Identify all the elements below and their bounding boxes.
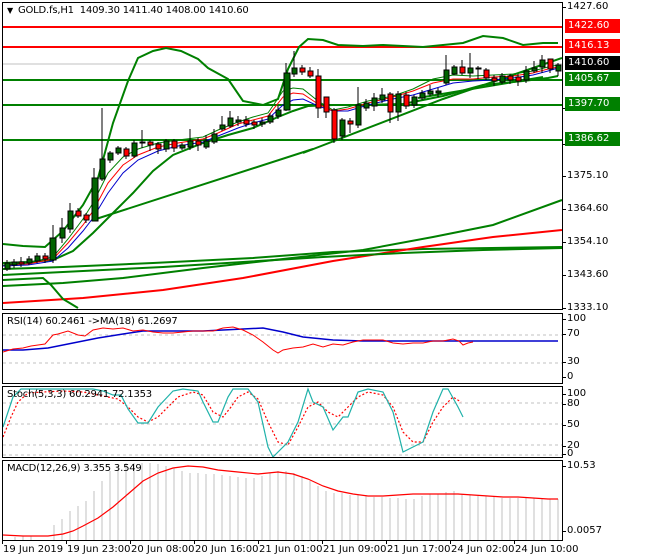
stoch-tick: 50 — [563, 419, 580, 430]
price-axis[interactable]: 1427.60 1396.10 1385.60 1375.10 1364.60 … — [562, 0, 660, 313]
price-tick: 1343.60 — [562, 269, 609, 280]
rsi-tick: 100 — [562, 313, 587, 324]
price-tick: 1354.10 — [562, 236, 609, 247]
support-badge: 1397.70 — [565, 97, 620, 111]
rsi-tick: 30 — [563, 356, 580, 367]
stoch-label: Stoch(5,3,3) 60.2941 72.1353 — [7, 389, 152, 400]
price-tick: 1375.10 — [562, 170, 609, 181]
resistance-badge: 1416.13 — [565, 39, 620, 53]
time-tick: 21 Jun 09:00 — [322, 540, 387, 555]
trendline-short — [417, 76, 544, 99]
price-tick: 1333.10 — [562, 302, 609, 313]
ma-green-thin — [3, 64, 559, 266]
ohlc-values: 1409.30 1411.40 1408.00 1410.60 — [79, 5, 249, 16]
rsi-line — [3, 326, 474, 354]
dropdown-arrow-icon[interactable]: ▼ — [7, 6, 13, 15]
current-price-badge: 1410.60 — [565, 56, 620, 70]
time-tick: 21 Jun 17:00 — [386, 540, 451, 555]
ma-long-green-1 — [3, 246, 562, 270]
candles — [4, 51, 562, 271]
time-tick: 20 Jun 08:00 — [130, 540, 195, 555]
price-chart-pane[interactable]: ▼ GOLD.fs,H1 1409.30 1411.40 1408.00 1410… — [2, 2, 563, 310]
support-badge: 1386.62 — [565, 132, 620, 146]
stochastic-pane[interactable]: Stoch(5,3,3) 60.2941 72.1353 — [2, 386, 563, 458]
time-tick: 20 Jun 16:00 — [194, 540, 259, 555]
ma-blue — [3, 67, 559, 267]
macd-histogram — [14, 463, 559, 540]
symbol-label: GOLD.fs,H1 — [17, 5, 74, 16]
rsi-label: RSI(14) 60.2461 ->MA(18) 61.2697 — [7, 316, 178, 327]
stoch-signal-line — [3, 390, 462, 446]
time-tick: 24 Jun 02:00 — [450, 540, 515, 555]
macd-canvas — [3, 463, 559, 540]
macd-axis: 10.53 0.0057 — [563, 460, 660, 542]
time-tick: 19 Jun 23:00 — [66, 540, 131, 555]
rsi-canvas — [3, 326, 562, 364]
time-tick: 24 Jun 10:00 — [514, 540, 579, 555]
price-tick: 1364.60 — [562, 203, 609, 214]
ma-red — [3, 66, 559, 266]
bollinger-lower — [3, 276, 79, 309]
resistance-badge: 1422.60 — [565, 19, 620, 33]
rsi-tick: 0 — [562, 371, 574, 382]
stoch-tick: 100 — [562, 388, 587, 399]
rsi-axis: 100 70 30 0 — [562, 313, 660, 385]
support-badge: 1405.67 — [565, 72, 620, 86]
macd-tick: 10.53 — [563, 460, 596, 471]
time-tick: 19 Jun 2019 — [1, 540, 64, 555]
stochastic-canvas — [3, 387, 562, 457]
stoch-axis: 100 80 50 20 0 — [562, 386, 660, 459]
stoch-tick: 0 — [562, 448, 574, 459]
time-axis[interactable]: 19 Jun 2019 19 Jun 23:00 20 Jun 08:00 20… — [0, 540, 579, 560]
price-tick: 1427.60 — [562, 1, 609, 12]
stoch-tick: 20 — [563, 440, 580, 451]
stoch-tick: 80 — [563, 398, 580, 409]
ma-long-red — [3, 229, 562, 304]
trendline-ascending — [302, 57, 562, 154]
rsi-ma-line — [3, 327, 558, 351]
macd-label: MACD(12,26,9) 3.355 3.549 — [7, 463, 142, 474]
macd-pane[interactable]: MACD(12,26,9) 3.355 3.549 — [2, 460, 563, 541]
trendline-1 — [95, 148, 314, 220]
price-chart-canvas — [3, 26, 562, 309]
chart-title: ▼ GOLD.fs,H1 1409.30 1411.40 1408.00 1410… — [7, 5, 249, 16]
rsi-pane[interactable]: RSI(14) 60.2461 ->MA(18) 61.2697 — [2, 313, 563, 384]
macd-tick: 0.0057 — [563, 525, 602, 536]
stoch-main-line — [3, 387, 464, 457]
ma-long-green-3 — [3, 247, 562, 276]
rsi-tick: 70 — [563, 328, 580, 339]
macd-signal-line — [3, 465, 558, 537]
time-tick: 21 Jun 01:00 — [258, 540, 323, 555]
